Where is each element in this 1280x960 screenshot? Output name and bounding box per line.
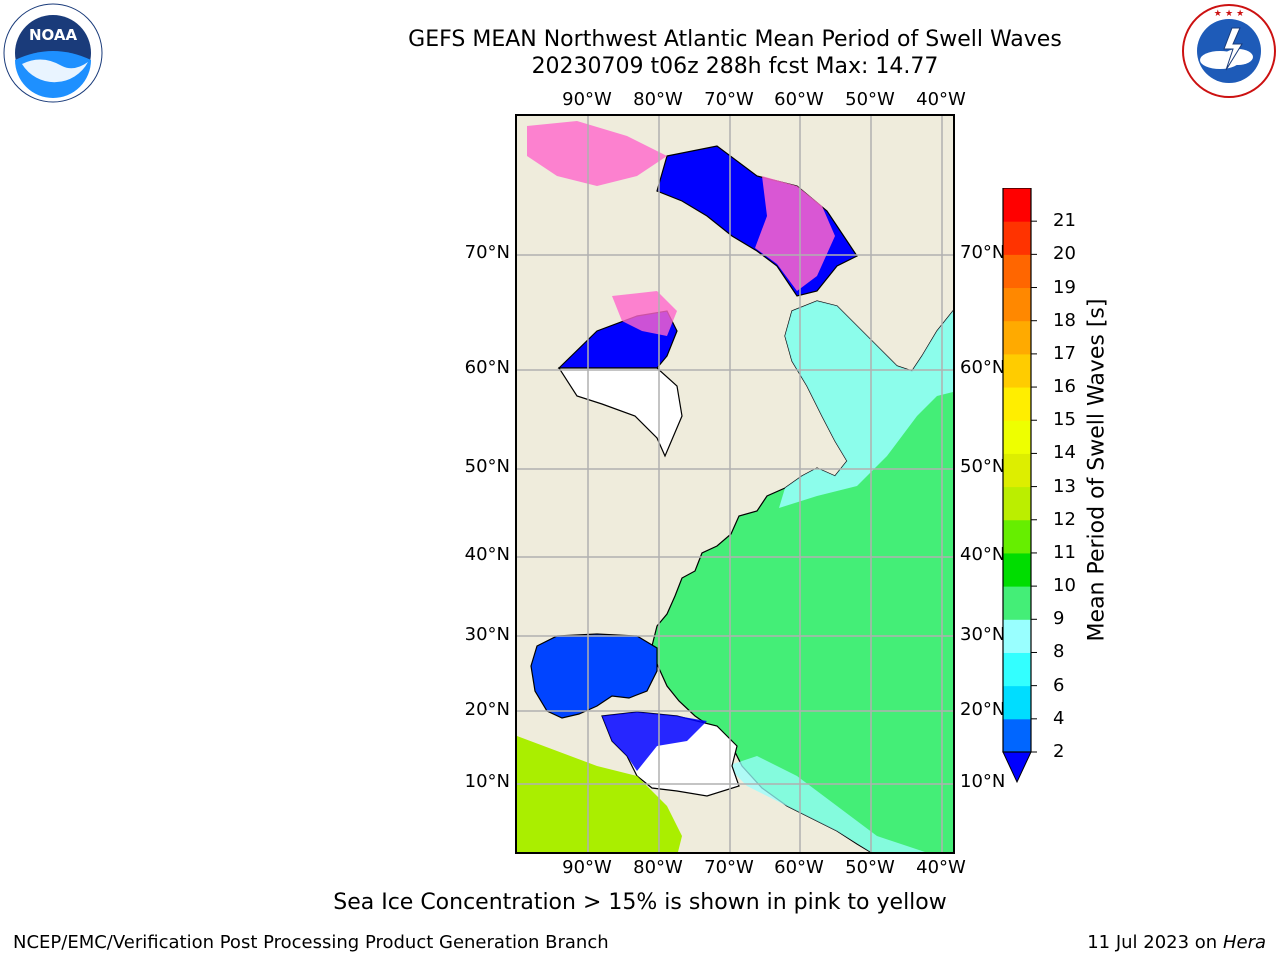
colorbar-segment xyxy=(1003,188,1031,222)
lat-label-right: 70°N xyxy=(960,242,1006,263)
colorbar-segment xyxy=(1003,287,1031,322)
colorbar-segment xyxy=(1003,586,1031,620)
lon-label-bottom: 50°W xyxy=(845,857,895,878)
machine-name: Hera xyxy=(1222,932,1266,953)
colorbar-segment xyxy=(1003,453,1031,488)
south-america-ocean-strip xyxy=(517,736,682,852)
plot-title: GEFS MEAN Northwest Atlantic Mean Period… xyxy=(408,27,1062,52)
sea-ice-north xyxy=(527,121,667,186)
lon-label-top: 80°W xyxy=(633,89,683,110)
credit-line: NCEP/EMC/Verification Post Processing Pr… xyxy=(13,932,609,953)
map-panel xyxy=(515,114,955,854)
lat-label-right: 40°N xyxy=(960,544,1006,565)
colorbar-segment xyxy=(1003,320,1031,355)
colorbar-extension xyxy=(1002,751,1032,784)
colorbar-segment xyxy=(1003,619,1031,653)
ocean-light-band xyxy=(727,756,925,852)
colorbar-tick-label: 21 xyxy=(1053,210,1076,232)
colorbar-tick-label: 13 xyxy=(1053,475,1076,497)
colorbar-tick-label: 11 xyxy=(1053,541,1076,563)
lat-label-left: 40°N xyxy=(464,544,510,565)
lon-label-top: 90°W xyxy=(562,89,612,110)
lon-label-bottom: 60°W xyxy=(774,857,824,878)
lat-label-right: 10°N xyxy=(960,771,1006,792)
date-line: 11 Jul 2023 on Hera xyxy=(1087,932,1266,953)
colorbar-tick-label: 10 xyxy=(1053,575,1076,597)
colorbar-label: Mean Period of Swell Waves [s] xyxy=(1084,298,1110,642)
colorbar-segment xyxy=(1003,552,1031,587)
gulf-of-mexico xyxy=(530,633,658,719)
ocean-coastal-cyan xyxy=(779,301,953,508)
lat-label-right: 30°N xyxy=(960,624,1006,645)
noaa-logo: NOAA xyxy=(3,3,103,103)
colorbar-segment xyxy=(1003,420,1031,454)
noaa-logo-text: NOAA xyxy=(29,26,78,44)
lon-label-bottom: 40°W xyxy=(916,857,966,878)
colorbar-tick-label: 15 xyxy=(1053,409,1076,431)
lon-label-top: 40°W xyxy=(916,89,966,110)
colorbar-segment xyxy=(1003,718,1031,753)
lat-label-left: 50°N xyxy=(464,456,510,477)
colorbar-segment xyxy=(1003,519,1031,554)
colorbar-tick-label: 6 xyxy=(1053,674,1065,696)
colorbar-tick-label: 18 xyxy=(1053,309,1076,331)
nws-logo: ★ ★ ★ xyxy=(1182,4,1276,98)
colorbar-tick-label: 2 xyxy=(1053,741,1065,762)
lon-label-bottom: 80°W xyxy=(633,857,683,878)
colorbar-segment xyxy=(1003,254,1031,289)
colorbar-segment xyxy=(1003,486,1031,521)
colorbar-segment xyxy=(1003,652,1031,687)
graticule xyxy=(517,116,953,852)
lon-label-bottom: 90°W xyxy=(562,857,612,878)
colorbar-tick-label: 4 xyxy=(1053,707,1065,729)
colorbar-tick-label: 20 xyxy=(1053,243,1076,265)
colorbar-tick-label: 19 xyxy=(1053,276,1076,298)
lat-label-left: 30°N xyxy=(464,624,510,645)
caribbean-blue xyxy=(602,712,707,771)
lon-label-top: 50°W xyxy=(845,89,895,110)
sea-ice-footnote: Sea Ice Concentration > 15% is shown in … xyxy=(333,890,947,915)
lat-label-left: 20°N xyxy=(464,699,510,720)
lat-label-right: 20°N xyxy=(960,699,1006,720)
colorbar-segment xyxy=(1003,353,1031,388)
colorbar-outline xyxy=(1002,188,1032,753)
svg-text:★ ★ ★: ★ ★ ★ xyxy=(1214,9,1244,19)
colorbar-tick-label: 8 xyxy=(1053,641,1065,663)
lat-label-left: 10°N xyxy=(464,771,510,792)
date-text: 11 Jul 2023 on xyxy=(1087,932,1223,953)
colorbar-segment xyxy=(1003,221,1031,255)
plot-subtitle: 20230709 t06z 288h fcst Max: 14.77 xyxy=(531,54,939,79)
lon-label-bottom: 70°W xyxy=(704,857,754,878)
colorbar-tick-label: 14 xyxy=(1053,442,1076,464)
sea-ice-hudson xyxy=(612,291,677,336)
colorbar-segment xyxy=(1003,685,1031,720)
colorbar-tick-label: 12 xyxy=(1053,508,1076,530)
lon-label-top: 70°W xyxy=(704,89,754,110)
lat-label-right: 60°N xyxy=(960,357,1006,378)
colorbar-tick-label: 9 xyxy=(1053,608,1065,630)
lon-label-top: 60°W xyxy=(774,89,824,110)
colorbar xyxy=(1002,188,1037,784)
lat-label-right: 50°N xyxy=(960,456,1006,477)
hudson-bay-ice xyxy=(557,367,683,458)
lat-label-left: 60°N xyxy=(464,357,510,378)
sea-ice xyxy=(755,176,835,291)
map-canvas xyxy=(517,116,953,852)
colorbar-segment xyxy=(1003,387,1031,421)
colorbar-tick-label: 16 xyxy=(1053,376,1076,398)
colorbar-tick-label: 17 xyxy=(1053,342,1076,364)
lat-label-left: 70°N xyxy=(464,242,510,263)
